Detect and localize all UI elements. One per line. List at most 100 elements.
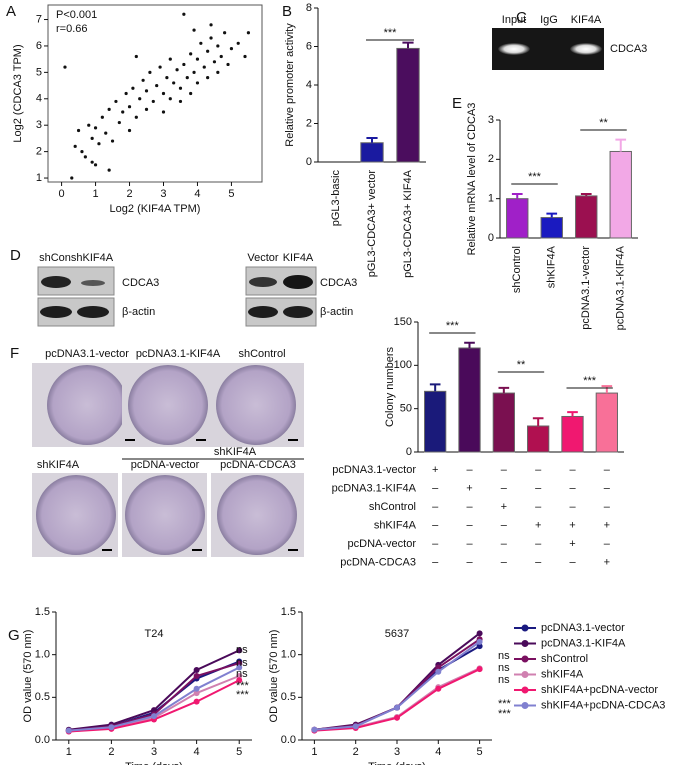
point [168, 57, 172, 61]
group-label: shKIF4A [214, 446, 257, 458]
y-axis-label: OD value (570 nm) [22, 630, 34, 723]
plate-label: pcDNA-vector [131, 459, 200, 471]
point [178, 99, 183, 104]
y-tick-label: 3 [488, 114, 494, 126]
x-tick-label: 2 [108, 746, 114, 758]
annotation: ns [498, 662, 510, 674]
annotation: P<0.001 [56, 9, 97, 21]
point [70, 176, 74, 180]
condition-cell: – [432, 556, 439, 568]
point [161, 91, 166, 96]
bar [575, 195, 598, 239]
annotation: ns [236, 668, 248, 680]
point [216, 70, 220, 74]
x-tick-label: shControl [511, 246, 523, 293]
point [476, 643, 483, 650]
y-tick-label: 2 [488, 153, 494, 165]
annotation: ns [236, 644, 248, 656]
significance-label: *** [446, 320, 460, 332]
x-tick-label: 4 [194, 746, 200, 758]
error-bar [464, 341, 475, 348]
point [97, 142, 101, 146]
point [352, 723, 359, 730]
point [236, 673, 243, 679]
x-axis-label: Time (days) [368, 761, 426, 765]
condition-cell: – [432, 501, 439, 513]
point [199, 41, 203, 45]
band-label: CDCA3 [320, 277, 357, 289]
scale-bars [102, 439, 298, 551]
point [134, 54, 138, 59]
x-tick-label: 0 [59, 188, 65, 200]
point [168, 97, 172, 101]
condition-label: shControl [369, 501, 416, 513]
y-tick-label: 100 [394, 359, 412, 371]
y-axis-label: OD value (570 nm) [268, 630, 280, 723]
y-tick-label: 150 [394, 316, 412, 328]
error-bar [580, 192, 592, 196]
y-tick-label: 1 [36, 172, 42, 184]
point [178, 86, 183, 90]
legend-label: shControl [541, 653, 588, 665]
y-tick-label: 8 [306, 2, 312, 14]
lane-label: shCon [39, 252, 71, 264]
point [219, 54, 223, 59]
point [192, 28, 196, 32]
point [236, 664, 243, 671]
condition-cell: – [535, 501, 542, 513]
point [193, 667, 200, 674]
condition-cell: – [604, 538, 611, 550]
point [206, 49, 210, 53]
x-tick-label: shKIF4A [546, 245, 558, 288]
point [236, 677, 243, 684]
error-bar [567, 411, 578, 417]
point [138, 97, 142, 101]
y-axis-label: Colony numbers [384, 346, 396, 427]
point [202, 65, 206, 69]
condition-cell: + [604, 519, 610, 531]
condition-cell: – [604, 501, 611, 513]
band [570, 43, 602, 55]
band [40, 306, 72, 318]
point [236, 41, 240, 45]
condition-cell: + [432, 464, 438, 476]
point [192, 70, 196, 74]
point [189, 52, 193, 56]
condition-label: pcDNA3.1-vector [332, 464, 416, 476]
error-bar [498, 386, 510, 394]
point [243, 54, 247, 59]
x-axis-label: Log2 (KIF4A TPM) [110, 203, 201, 215]
legend-marker [521, 686, 529, 694]
y-tick-label: 0 [406, 446, 412, 458]
point [134, 115, 138, 119]
y-tick-label: 0.0 [281, 734, 296, 746]
band-label: CDCA3 [610, 43, 647, 55]
bar [424, 390, 447, 453]
condition-cell: – [501, 556, 508, 568]
condition-cell: – [466, 501, 473, 513]
y-tick-label: 4 [306, 79, 312, 91]
condition-cell: – [432, 519, 439, 531]
point [182, 12, 186, 16]
point [93, 126, 98, 130]
panel-label: F [10, 345, 19, 362]
lane-label: KIF4A [571, 14, 602, 26]
annotation: r=0.66 [56, 23, 88, 35]
annotation: ns [498, 650, 510, 662]
annotation: *** [498, 708, 512, 720]
point [114, 99, 118, 104]
annotation: *** [236, 689, 250, 701]
chart-title: T24 [145, 628, 164, 640]
point [435, 664, 442, 671]
point [107, 107, 111, 111]
point [104, 131, 108, 135]
y-tick-label: 1 [488, 193, 494, 205]
condition-cell: + [501, 501, 507, 513]
point [110, 139, 115, 143]
y-tick-label: 0 [488, 232, 494, 244]
condition-cell: + [466, 482, 472, 494]
point [90, 160, 94, 164]
point [209, 23, 213, 27]
band [249, 277, 277, 287]
